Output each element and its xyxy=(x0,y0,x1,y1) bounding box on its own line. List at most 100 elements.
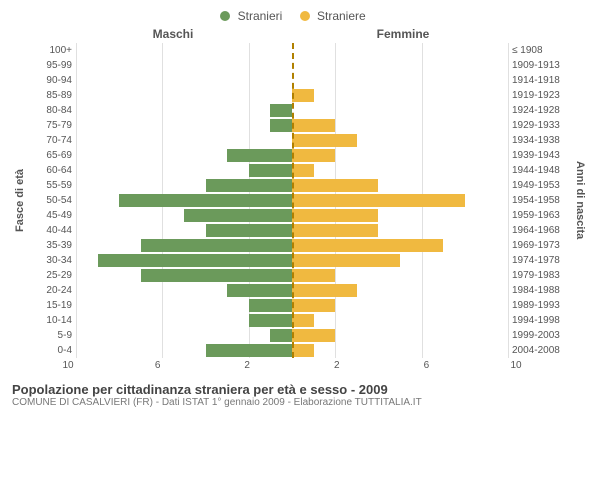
bars-male xyxy=(76,43,292,358)
column-header-female: Femmine xyxy=(288,27,518,41)
center-line xyxy=(292,43,294,358)
legend: Stranieri Straniere xyxy=(12,8,588,23)
age-label: 45-49 xyxy=(28,210,72,221)
bar-female xyxy=(292,194,465,207)
age-label: 15-19 xyxy=(28,300,72,311)
age-label: 10-14 xyxy=(28,315,72,326)
age-label: 55-59 xyxy=(28,180,72,191)
birth-label: 1929-1933 xyxy=(512,120,572,131)
age-label: 50-54 xyxy=(28,195,72,206)
bar-female xyxy=(292,134,357,147)
birth-label: 1999-2003 xyxy=(512,330,572,341)
column-header-male: Maschi xyxy=(58,27,288,41)
bar-female xyxy=(292,89,314,102)
y-labels-age: 100+ 95-99 90-94 85-89 80-84 75-79 70-74 65-69 6… xyxy=(28,43,76,358)
bar-male xyxy=(270,119,292,132)
bar-male xyxy=(270,329,292,342)
age-label: 75-79 xyxy=(28,120,72,131)
bar-male xyxy=(206,224,292,237)
birth-label: 1969-1973 xyxy=(512,240,572,251)
bar-male xyxy=(270,104,292,117)
column-headers: Maschi Femmine xyxy=(12,27,588,41)
birth-label: 1949-1953 xyxy=(512,180,572,191)
birth-label: 1959-1963 xyxy=(512,210,572,221)
x-tick: 6 xyxy=(155,360,161,371)
bar-female xyxy=(292,254,400,267)
bar-female xyxy=(292,284,357,297)
plot-area: Fasce di età 100+ 95-99 90-94 85-89 80-84 75-… xyxy=(12,43,588,358)
age-label: 100+ xyxy=(28,45,72,56)
x-tick: 10 xyxy=(62,360,73,371)
bar-female xyxy=(292,269,335,282)
age-label: 70-74 xyxy=(28,135,72,146)
birth-label: 1939-1943 xyxy=(512,150,572,161)
bar-male xyxy=(206,179,292,192)
age-label: 95-99 xyxy=(28,60,72,71)
bars-zone xyxy=(76,43,508,358)
age-label: 90-94 xyxy=(28,75,72,86)
bar-female xyxy=(292,224,378,237)
bar-female xyxy=(292,239,443,252)
legend-label-female: Straniere xyxy=(317,9,366,23)
birth-label: 1974-1978 xyxy=(512,255,572,266)
y-axis-title-right: Anni di nascita xyxy=(572,43,588,358)
age-label: 25-29 xyxy=(28,270,72,281)
x-tick: 10 xyxy=(510,360,521,371)
bar-male xyxy=(98,254,292,267)
legend-swatch-male xyxy=(220,11,230,21)
birth-label: 1914-1918 xyxy=(512,75,572,86)
birth-label: 1924-1928 xyxy=(512,105,572,116)
chart-footer: Popolazione per cittadinanza straniera p… xyxy=(12,382,588,408)
age-label: 60-64 xyxy=(28,165,72,176)
bar-female xyxy=(292,119,335,132)
birth-label: 2004-2008 xyxy=(512,345,572,356)
bar-male xyxy=(227,284,292,297)
bars-female xyxy=(292,43,508,358)
birth-label: 1979-1983 xyxy=(512,270,572,281)
x-tick: 2 xyxy=(334,360,340,371)
bar-female xyxy=(292,149,335,162)
x-tick: 2 xyxy=(244,360,250,371)
birth-label: 1994-1998 xyxy=(512,315,572,326)
birth-label: 1984-1988 xyxy=(512,285,572,296)
age-label: 5-9 xyxy=(28,330,72,341)
bar-female xyxy=(292,314,314,327)
age-label: 30-34 xyxy=(28,255,72,266)
y-labels-birth: ≤ 1908 1909-1913 1914-1918 1919-1923 1924-19… xyxy=(508,43,572,358)
footer-subtitle: COMUNE DI CASALVIERI (FR) - Dati ISTAT 1… xyxy=(12,397,588,408)
legend-swatch-female xyxy=(300,11,310,21)
x-tick: 6 xyxy=(424,360,430,371)
birth-label: 1944-1948 xyxy=(512,165,572,176)
birth-label: 1964-1968 xyxy=(512,225,572,236)
age-label: 20-24 xyxy=(28,285,72,296)
bar-female xyxy=(292,344,314,357)
bar-female xyxy=(292,299,335,312)
bar-male xyxy=(227,149,292,162)
age-label: 0-4 xyxy=(28,345,72,356)
birth-label: 1919-1923 xyxy=(512,90,572,101)
y-axis-title-left: Fasce di età xyxy=(12,43,28,358)
bar-male xyxy=(249,164,292,177)
legend-label-male: Stranieri xyxy=(238,9,283,23)
bar-female xyxy=(292,329,335,342)
birth-label: 1989-1993 xyxy=(512,300,572,311)
age-label: 40-44 xyxy=(28,225,72,236)
birth-label: 1954-1958 xyxy=(512,195,572,206)
bar-male xyxy=(119,194,292,207)
birth-label: 1909-1913 xyxy=(512,60,572,71)
population-pyramid-chart: Stranieri Straniere Maschi Femmine Fasce… xyxy=(0,0,600,414)
bar-female xyxy=(292,164,314,177)
age-label: 85-89 xyxy=(28,90,72,101)
x-ticks: 10622610 xyxy=(68,360,516,374)
birth-label: 1934-1938 xyxy=(512,135,572,146)
bar-female xyxy=(292,179,378,192)
bar-male xyxy=(249,299,292,312)
bar-male xyxy=(206,344,292,357)
age-label: 35-39 xyxy=(28,240,72,251)
age-label: 80-84 xyxy=(28,105,72,116)
bar-male xyxy=(249,314,292,327)
age-label: 65-69 xyxy=(28,150,72,161)
bar-male xyxy=(184,209,292,222)
birth-label: ≤ 1908 xyxy=(512,45,572,56)
bar-male xyxy=(141,269,292,282)
